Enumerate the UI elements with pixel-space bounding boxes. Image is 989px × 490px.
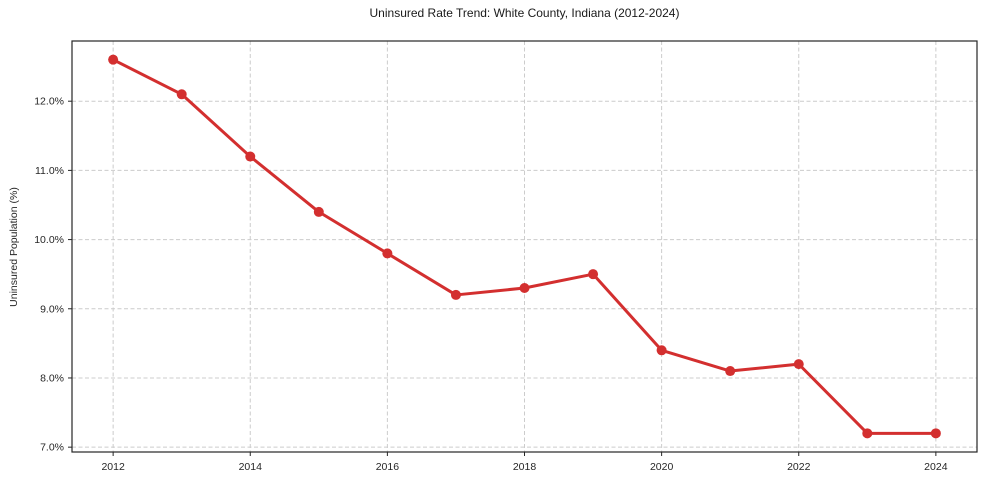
chart-title: Uninsured Rate Trend: White County, Indi… <box>369 6 680 20</box>
y-tick-label: 10.0% <box>34 234 64 246</box>
data-point-marker-2017 <box>450 289 461 300</box>
y-tick-label: 12.0% <box>34 96 64 108</box>
y-tick-label: 8.0% <box>40 372 64 384</box>
data-point-marker-2021 <box>725 366 736 377</box>
x-tick-label: 2020 <box>650 461 674 473</box>
data-point-marker-2013 <box>176 89 187 100</box>
data-point-marker-2014 <box>245 151 256 162</box>
x-tick-label: 2022 <box>787 461 811 473</box>
data-point-marker-2023 <box>862 428 873 439</box>
data-point-marker-2018 <box>519 283 530 294</box>
data-point-marker-2024 <box>930 428 941 439</box>
data-point-marker-2016 <box>382 248 393 259</box>
x-tick-label: 2014 <box>239 461 263 473</box>
y-tick-label: 7.0% <box>40 442 64 454</box>
data-point-marker-2022 <box>793 359 804 370</box>
x-tick-label: 2016 <box>376 461 400 473</box>
y-tick-label: 11.0% <box>35 165 64 177</box>
y-tick-label: 9.0% <box>40 303 64 315</box>
data-point-marker-2020 <box>656 345 667 356</box>
data-point-marker-2019 <box>588 269 599 280</box>
data-point-marker-2015 <box>313 206 324 217</box>
data-point-marker-2012 <box>108 54 119 65</box>
x-tick-label: 2018 <box>513 461 537 473</box>
x-tick-label: 2012 <box>101 461 125 473</box>
x-tick-label: 2024 <box>924 461 948 473</box>
